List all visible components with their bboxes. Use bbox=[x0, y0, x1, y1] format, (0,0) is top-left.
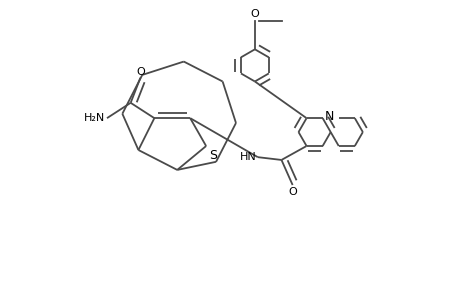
Text: HN: HN bbox=[240, 152, 256, 162]
Text: O: O bbox=[250, 10, 259, 20]
Text: H₂N: H₂N bbox=[84, 113, 105, 123]
Text: O: O bbox=[136, 67, 145, 77]
Text: S: S bbox=[209, 149, 217, 162]
Text: N: N bbox=[325, 110, 334, 123]
Text: O: O bbox=[288, 187, 297, 197]
